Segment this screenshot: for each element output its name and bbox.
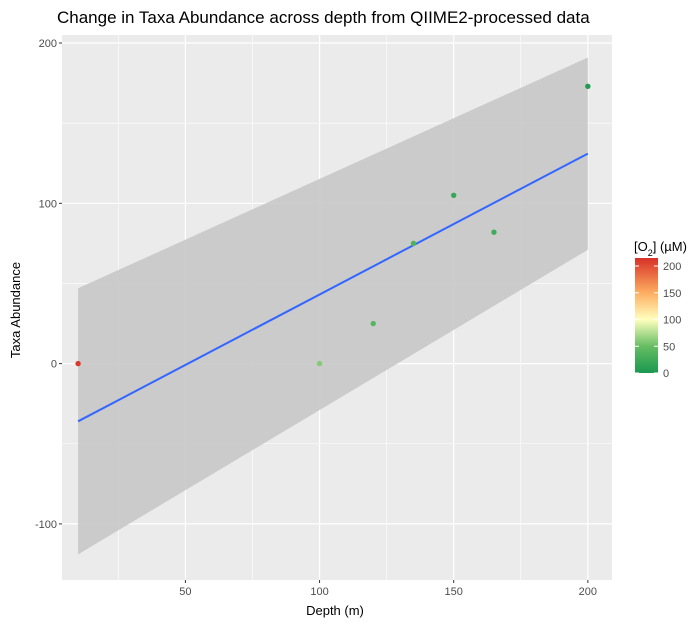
y-tick-label: -100 — [35, 519, 57, 531]
data-point — [75, 360, 81, 367]
legend-label: 200 — [663, 261, 681, 273]
y-tick-label: 0 — [51, 359, 57, 371]
legend-colorbar — [635, 258, 658, 373]
data-point — [410, 240, 417, 247]
legend-label: 0 — [663, 368, 669, 380]
y-tick-label: 100 — [39, 198, 57, 210]
legend-label: 150 — [663, 288, 681, 300]
x-tick-label: 200 — [579, 586, 597, 598]
data-point — [451, 192, 457, 198]
legend-label: 100 — [663, 315, 681, 327]
data-points — [75, 83, 591, 367]
x-tick-label: 100 — [310, 586, 328, 598]
fit-line — [77, 152, 589, 423]
data-point — [316, 360, 323, 367]
data-point — [370, 320, 376, 327]
data-point — [585, 83, 591, 89]
legend-title: [O2] (µM) — [634, 239, 687, 258]
x-tick-label: 150 — [445, 586, 463, 598]
legend-label: 50 — [663, 341, 675, 353]
legend-ticks: 200 150 100 50 0 — [635, 261, 681, 380]
x-axis-ticks: 50 100 150 200 — [179, 580, 597, 598]
y-axis-ticks: -100 0 100 200 — [35, 38, 62, 531]
y-axis-title: Taxa Abundance — [8, 262, 23, 358]
confidence-ribbon — [78, 57, 588, 555]
y-tick-label: 200 — [39, 38, 57, 50]
data-point — [491, 229, 497, 235]
chart-title: Change in Taxa Abundance across depth fr… — [57, 8, 590, 27]
x-axis-title: Depth (m) — [306, 603, 364, 618]
color-legend: [O2] (µM) 200 150 100 50 0 — [634, 239, 687, 380]
x-tick-label: 50 — [179, 586, 191, 598]
